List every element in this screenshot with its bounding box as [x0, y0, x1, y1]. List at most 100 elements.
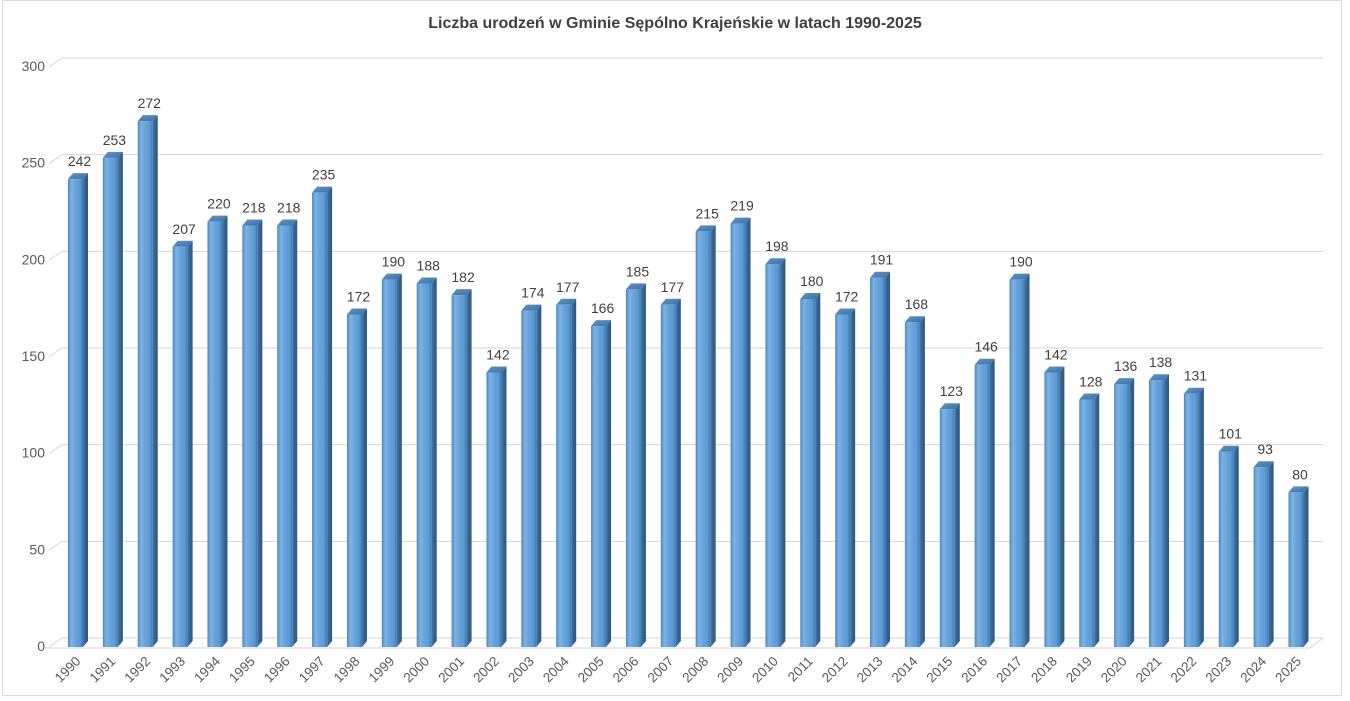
x-axis-label-2014: 2014	[889, 653, 921, 685]
bar-1996	[277, 219, 298, 648]
value-label-2015: 123	[940, 383, 964, 399]
bar-front-face	[625, 289, 641, 647]
bar-front-face	[381, 279, 397, 647]
value-label-2008: 215	[696, 205, 720, 221]
x-axis-label-2012: 2012	[819, 654, 851, 686]
value-label-2002: 142	[486, 346, 510, 362]
y-axis-labels: 0 50 100 150 200 250 300	[22, 58, 46, 654]
value-label-2007: 177	[661, 279, 685, 295]
value-label-2010: 198	[765, 238, 789, 254]
bar-2013	[870, 271, 891, 647]
bar-top-face	[242, 219, 263, 226]
x-axis-label-2011: 2011	[785, 654, 816, 685]
bar-2010	[765, 258, 786, 647]
x-axis-label-2001: 2001	[435, 654, 467, 686]
y-tick-50	[48, 540, 63, 551]
bar-front-face	[486, 372, 502, 647]
value-label-1995: 218	[242, 200, 266, 216]
bar-top-face	[1149, 374, 1170, 381]
x-axis-label-2009: 2009	[714, 654, 746, 686]
value-label-2024: 93	[1257, 441, 1273, 457]
bar-1990	[68, 173, 88, 647]
bar-2018	[1044, 366, 1065, 647]
bar-side-face	[606, 320, 612, 647]
value-label-2020: 136	[1114, 358, 1138, 374]
bar-front-face	[521, 310, 537, 647]
bar-top-face	[312, 186, 333, 193]
bar-top-face	[625, 283, 646, 290]
bar-front-face	[1079, 399, 1095, 647]
bar-top-face	[765, 258, 786, 265]
bar-side-face	[187, 240, 193, 648]
bar-side-face	[152, 115, 158, 648]
bar-2019	[1079, 393, 1100, 647]
bar-front-face	[102, 157, 118, 647]
bar-side-face	[675, 298, 681, 647]
bar-side-face	[745, 217, 751, 647]
bar-top-face	[381, 273, 402, 280]
bar-2025	[1288, 486, 1309, 647]
bar-top-face	[416, 277, 437, 284]
bar-top-face	[1044, 366, 1065, 373]
bar-front-face	[312, 192, 328, 647]
bar-1994	[207, 215, 228, 647]
value-label-1991: 253	[103, 132, 127, 148]
bar-top-face	[1253, 461, 1274, 468]
bar-front-face	[695, 231, 711, 648]
bar-2021	[1149, 374, 1170, 647]
bar-side-face	[361, 308, 367, 647]
bar-side-face	[954, 403, 960, 647]
bar-2003	[521, 304, 542, 647]
y-axis-label-0: 0	[37, 638, 45, 654]
bar-side-face	[501, 366, 507, 647]
x-axis-label-2024: 2024	[1237, 653, 1269, 685]
bar-side-face	[431, 277, 437, 647]
bar-front-face	[242, 225, 258, 648]
x-axis-label-2018: 2018	[1028, 654, 1060, 686]
value-label-2021: 138	[1149, 354, 1173, 370]
bar-top-face	[277, 219, 298, 226]
x-axis-label-2020: 2020	[1098, 654, 1130, 686]
bar-front-face	[277, 225, 293, 648]
y-axis-label-150: 150	[22, 348, 46, 364]
bar-front-face	[765, 264, 781, 647]
bar-front-face	[939, 409, 955, 647]
value-label-2012: 172	[835, 288, 859, 304]
bar-side-face	[1059, 366, 1065, 647]
value-label-2011: 180	[800, 273, 824, 289]
bar-side-face	[536, 304, 542, 647]
bar-front-face	[1149, 380, 1165, 647]
x-axis-label-1990: 1990	[52, 654, 84, 686]
y-axis-label-50: 50	[29, 541, 45, 557]
y-tick-300	[48, 57, 63, 68]
bar-top-face	[1079, 393, 1100, 400]
bar-top-face	[1218, 445, 1239, 452]
bar-top-face	[68, 173, 88, 180]
x-axis-label-2013: 2013	[854, 654, 886, 686]
bar-2009	[730, 217, 751, 647]
bar-top-face	[835, 308, 856, 315]
y-axis-label-300: 300	[22, 58, 46, 74]
bar-top-face	[1009, 273, 1030, 280]
x-axis-label-1993: 1993	[156, 654, 188, 686]
bar-front-face	[1114, 384, 1130, 647]
bar-2002	[486, 366, 507, 647]
bar-top-face	[730, 217, 751, 224]
bar-side-face	[222, 215, 228, 647]
bar-side-face	[1094, 393, 1100, 647]
value-label-1993: 207	[172, 221, 196, 237]
x-axis-label-2010: 2010	[749, 654, 781, 686]
value-label-2023: 101	[1219, 426, 1243, 442]
y-tick-150	[48, 347, 63, 358]
bar-side-face	[780, 258, 786, 647]
value-label-1992: 272	[138, 95, 162, 111]
bar-1993	[172, 240, 193, 648]
bar-2008	[695, 225, 716, 648]
bar-front-face	[556, 304, 572, 647]
bar-front-face	[835, 314, 851, 647]
x-axis-label-2004: 2004	[540, 653, 572, 685]
bar-front-face	[207, 221, 223, 647]
bar-side-face	[1233, 445, 1239, 647]
bar-front-face	[172, 246, 188, 648]
